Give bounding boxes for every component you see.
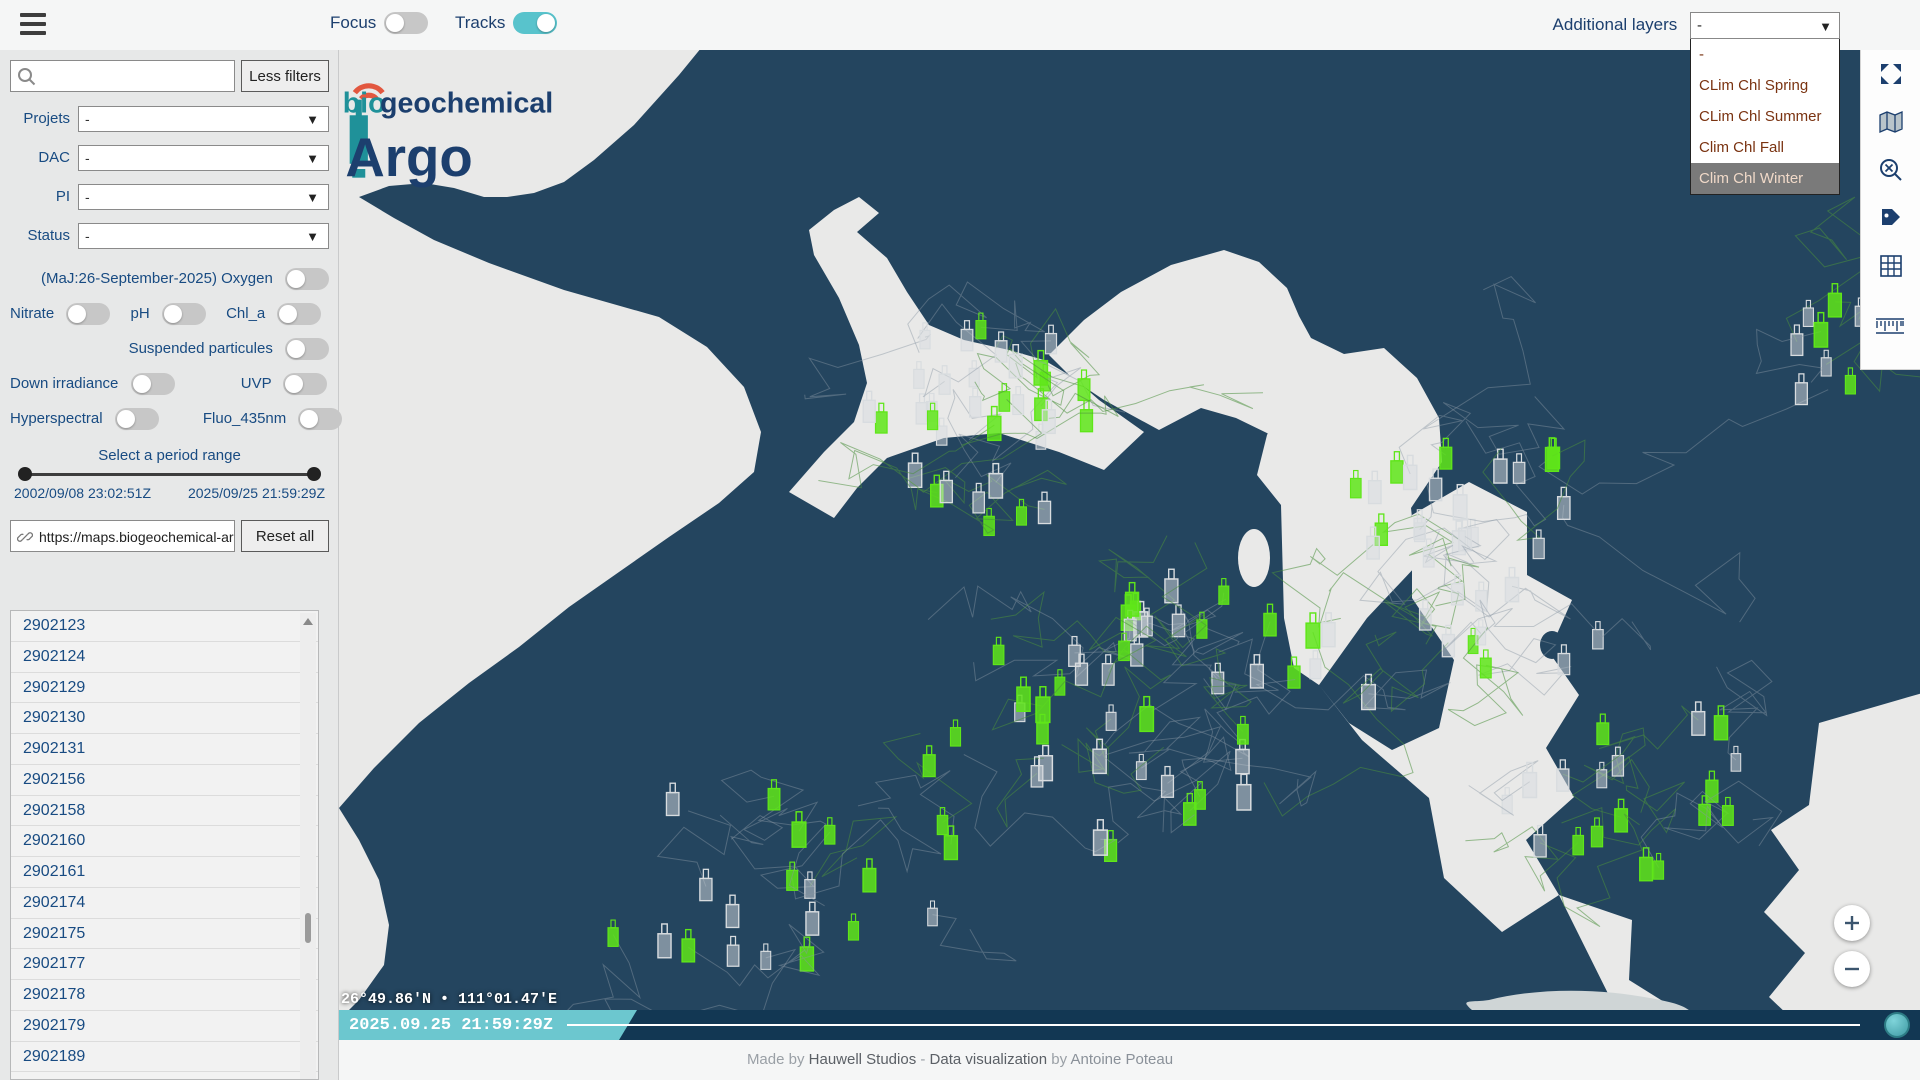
- svg-text:geochemical: geochemical: [380, 88, 553, 120]
- svg-text:Argo: Argo: [345, 127, 472, 188]
